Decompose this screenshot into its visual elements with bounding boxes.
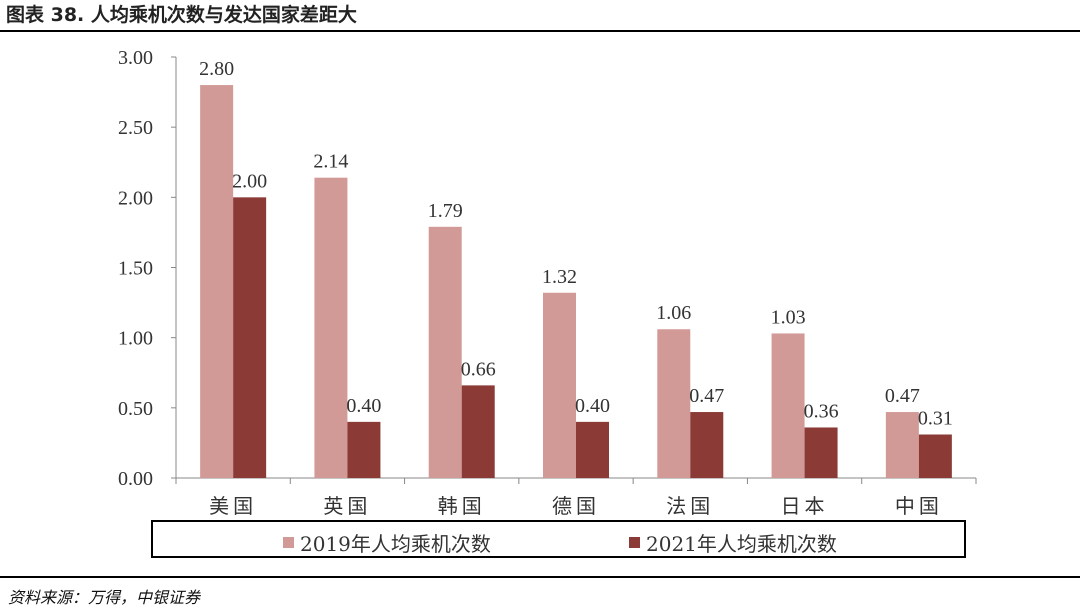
bar-2019-0 xyxy=(200,85,234,479)
data-label-2019-4: 1.06 xyxy=(656,302,691,324)
x-tick-label: 日本 xyxy=(781,495,829,518)
data-label-2019-6: 0.47 xyxy=(885,385,920,407)
data-label-2019-5: 1.03 xyxy=(771,306,806,328)
y-tick-label: 0.00 xyxy=(118,468,153,490)
data-label-2021-3: 0.40 xyxy=(575,395,610,417)
bar-2021-0 xyxy=(233,197,267,479)
x-tick-label: 美国 xyxy=(209,495,257,518)
y-tick-label: 2.00 xyxy=(118,187,153,209)
data-label-2021-2: 0.66 xyxy=(461,358,496,380)
y-tick-label: 3.00 xyxy=(118,47,153,69)
legend-label-2019: 2019年人均乘机次数 xyxy=(300,532,491,556)
legend-item-2019: 2019年人均乘机次数 xyxy=(283,528,491,557)
legend-label-2021: 2021年人均乘机次数 xyxy=(646,532,837,556)
x-tick-label: 韩国 xyxy=(438,495,486,518)
legend-swatch-2021 xyxy=(629,537,640,548)
bar-2021-5 xyxy=(804,427,838,478)
bar-2019-2 xyxy=(428,226,462,478)
data-label-2019-1: 2.14 xyxy=(313,151,348,173)
source-note: 资料来源：万得，中银证券 xyxy=(8,588,201,607)
figure-title: 图表 38. 人均乘机次数与发达国家差距大 xyxy=(6,4,357,26)
bar-2021-3 xyxy=(576,421,609,478)
data-label-2021-4: 0.47 xyxy=(689,385,724,407)
x-tick-label: 中国 xyxy=(895,495,943,518)
x-tick-label: 英国 xyxy=(323,495,371,518)
bar-2021-2 xyxy=(461,385,495,478)
y-tick-label: 1.50 xyxy=(118,258,153,280)
bar-2021-4 xyxy=(690,412,724,478)
data-label-2021-5: 0.36 xyxy=(804,400,839,422)
bar-2019-5 xyxy=(771,333,805,478)
x-tick-label: 法国 xyxy=(666,495,714,518)
legend: 2019年人均乘机次数 2021年人均乘机次数 xyxy=(151,520,966,558)
bar-2019-3 xyxy=(543,292,576,478)
data-label-2019-0: 2.80 xyxy=(199,58,234,80)
x-tick-label: 德国 xyxy=(552,495,600,518)
legend-item-2021: 2021年人均乘机次数 xyxy=(629,528,837,557)
bar-2021-6 xyxy=(918,434,952,478)
bar-2019-4 xyxy=(657,329,691,478)
data-label-2019-2: 1.79 xyxy=(428,200,463,222)
legend-swatch-2019 xyxy=(283,537,294,548)
y-tick-label: 1.00 xyxy=(118,328,153,350)
y-tick-label: 2.50 xyxy=(118,117,153,139)
bar-2019-6 xyxy=(885,412,919,478)
data-label-2021-1: 0.40 xyxy=(346,395,381,417)
bar-2021-1 xyxy=(347,421,381,478)
bar-2019-1 xyxy=(314,177,348,479)
title-rule xyxy=(0,30,1080,32)
data-label-2021-0: 2.00 xyxy=(232,170,267,192)
source-rule xyxy=(0,576,1080,578)
y-tick-label: 0.50 xyxy=(118,398,153,420)
data-label-2019-3: 1.32 xyxy=(542,266,577,288)
data-label-2021-6: 0.31 xyxy=(918,407,953,429)
